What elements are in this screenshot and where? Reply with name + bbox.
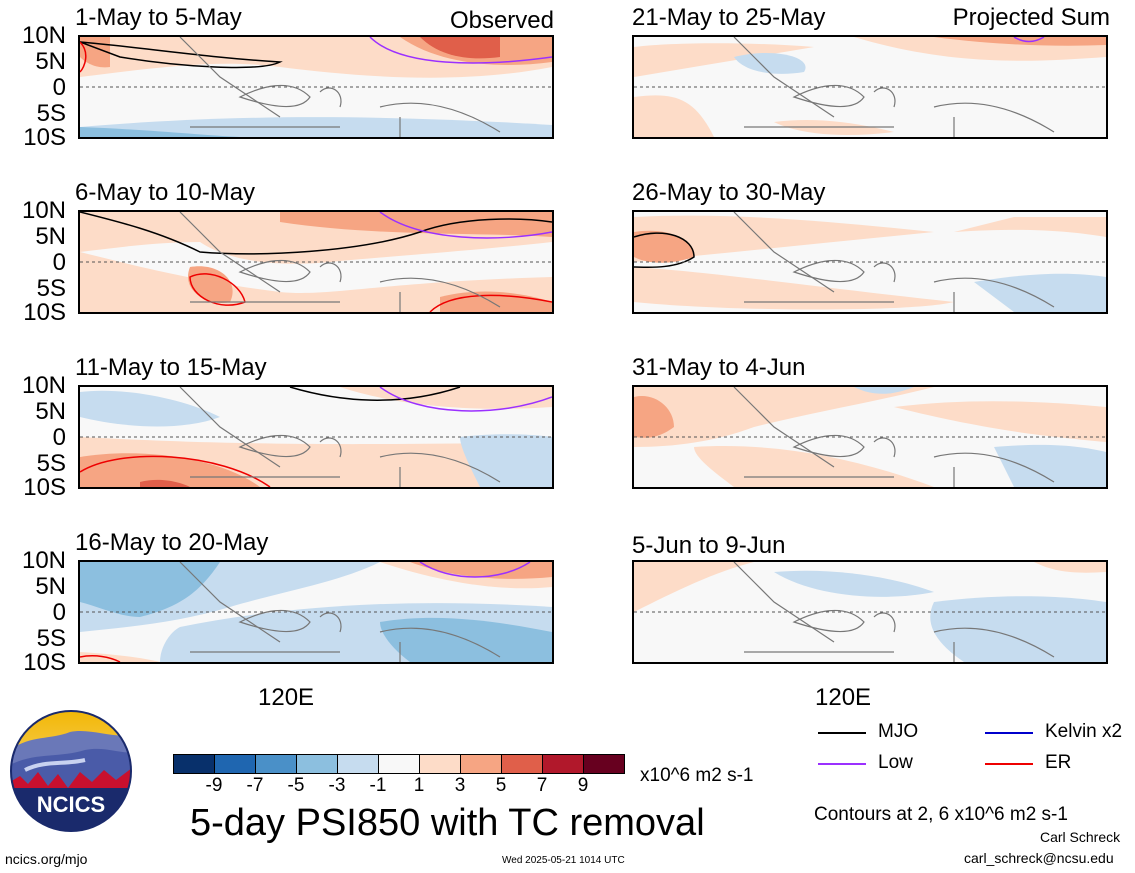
colorbar-cell xyxy=(337,754,379,774)
lat-label-0: 0 xyxy=(52,599,66,626)
lat-label-5n: 5N xyxy=(35,223,66,250)
map-panel-8 xyxy=(632,560,1108,664)
panel-5-tag: Projected Sum xyxy=(952,4,1110,31)
panel-8-title: 5-Jun to 9-Jun xyxy=(632,532,786,559)
ncics-logo: NCICS xyxy=(10,710,132,832)
colorbar-label: -1 xyxy=(369,775,387,796)
colorbar-label: 7 xyxy=(536,775,548,796)
panel-7-title: 31-May to 4-Jun xyxy=(632,354,806,381)
colorbar-label: -7 xyxy=(246,775,264,796)
lat-label-10s: 10S xyxy=(23,474,66,501)
legend-low-line xyxy=(818,763,866,765)
lat-label-0: 0 xyxy=(52,74,66,101)
colorbar-cell xyxy=(214,754,256,774)
lat-label-10n: 10N xyxy=(21,372,66,399)
colorbar-cell xyxy=(296,754,338,774)
lat-label-0: 0 xyxy=(52,249,66,276)
lat-label-5s: 5S xyxy=(36,100,66,127)
legend-kelvin-label: Kelvin x2 xyxy=(1045,721,1123,742)
panel-5-title: 21-May to 25-May xyxy=(632,4,826,31)
lat-label-0: 0 xyxy=(52,424,66,451)
lat-label-10n: 10N xyxy=(21,197,66,224)
lon-label-right: 120E xyxy=(815,684,872,711)
panel-1-title: 1-May to 5-May xyxy=(75,4,242,31)
lat-label-5s: 5S xyxy=(36,625,66,652)
map-panel-5 xyxy=(632,35,1108,139)
logo-text: NCICS xyxy=(37,792,105,817)
legend-kelvin-line xyxy=(985,732,1033,734)
legend-mjo-line xyxy=(818,732,866,734)
lat-label-10s: 10S xyxy=(23,649,66,676)
colorbar-cell xyxy=(255,754,297,774)
panel-4-title: 16-May to 20-May xyxy=(75,529,269,556)
lat-label-5n: 5N xyxy=(35,573,66,600)
panel-6-title: 26-May to 30-May xyxy=(632,179,826,206)
panel-3-title: 11-May to 15-May xyxy=(75,354,267,381)
colorbar-cell xyxy=(173,754,215,774)
lat-label-5n: 5N xyxy=(35,48,66,75)
colorbar-cell xyxy=(419,754,461,774)
panel-2-title: 6-May to 10-May xyxy=(75,179,256,206)
colorbar-label: -3 xyxy=(328,775,346,796)
lat-label-5s: 5S xyxy=(36,450,66,477)
colorbar-cell xyxy=(460,754,502,774)
colorbar-label: -5 xyxy=(287,775,305,796)
lat-label-5s: 5S xyxy=(36,275,66,302)
legend-er-label: ER xyxy=(1045,752,1072,773)
site-link[interactable]: ncics.org/mjo xyxy=(5,851,88,867)
lon-label-left: 120E xyxy=(258,684,315,711)
legend-er-line xyxy=(985,763,1033,765)
colorbar-units: x10^6 m2 s-1 xyxy=(640,765,754,786)
colorbar-cell xyxy=(378,754,420,774)
legend-mjo-label: MJO xyxy=(878,721,919,742)
map-panel-1 xyxy=(78,35,554,139)
map-panel-7 xyxy=(632,385,1108,489)
map-panel-6 xyxy=(632,210,1108,314)
colorbar-label: 1 xyxy=(413,775,425,796)
colorbar-label: 3 xyxy=(454,775,466,796)
colorbar-label: -9 xyxy=(205,775,223,796)
colorbar-cell xyxy=(583,754,625,774)
colorbar-label: 9 xyxy=(577,775,589,796)
timestamp: Wed 2025-05-21 1014 UTC xyxy=(502,855,625,866)
colorbar-label: 5 xyxy=(495,775,507,796)
author: Carl Schreck xyxy=(1040,829,1121,845)
lat-label-5n: 5N xyxy=(35,398,66,425)
map-panel-2 xyxy=(78,210,554,314)
map-panel-4 xyxy=(78,560,554,664)
contours-note: Contours at 2, 6 x10^6 m2 s-1 xyxy=(814,804,1068,825)
lat-label-10s: 10S xyxy=(23,124,66,151)
colorbar-cell xyxy=(501,754,543,774)
colorbar-cell xyxy=(542,754,584,774)
map-panel-3 xyxy=(78,385,554,489)
panel-1-tag: Observed xyxy=(449,7,554,34)
main-title: 5-day PSI850 with TC removal xyxy=(190,802,705,844)
email: carl_schreck@ncsu.edu xyxy=(964,850,1114,866)
lat-label-10n: 10N xyxy=(21,547,66,574)
legend-low-label: Low xyxy=(878,752,913,773)
lat-label-10n: 10N xyxy=(21,22,66,49)
lat-label-10s: 10S xyxy=(23,299,66,326)
